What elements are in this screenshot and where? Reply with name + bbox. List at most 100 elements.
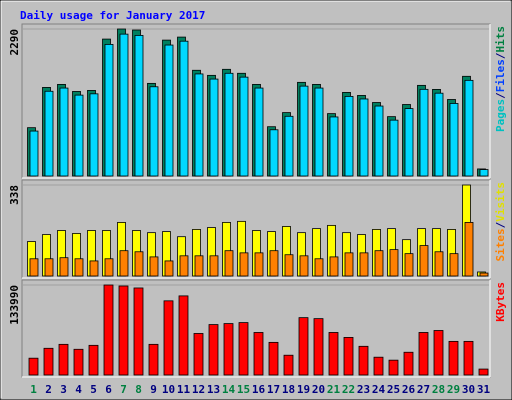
x-tick-label: 2 [45, 383, 52, 396]
x-tick-label: 7 [120, 383, 127, 396]
bar [209, 78, 219, 177]
x-tick-label: 31 [477, 383, 491, 396]
legend-entry: Pages [494, 99, 507, 132]
bar [344, 96, 354, 177]
bar [239, 76, 249, 177]
bar [119, 250, 129, 277]
bar [89, 260, 99, 277]
bar [118, 285, 129, 376]
x-tick-label: 27 [417, 383, 430, 396]
bar [269, 250, 279, 277]
bar [43, 347, 54, 376]
legend-separator: / [494, 221, 507, 228]
x-tick-label: 20 [312, 383, 325, 396]
x-tick-label: 30 [462, 383, 475, 396]
bar [103, 284, 114, 376]
x-tick-label: 12 [192, 383, 205, 396]
bar [58, 343, 69, 376]
bar [479, 169, 489, 177]
bar [268, 341, 279, 376]
bar [44, 258, 54, 277]
bar [434, 92, 444, 177]
bar [179, 255, 189, 277]
bar [164, 44, 174, 177]
x-tick-label: 5 [90, 383, 97, 396]
x-tick-label: 21 [327, 383, 341, 396]
bar [178, 295, 189, 376]
bar [404, 253, 414, 277]
bar [59, 257, 69, 277]
bar [74, 258, 84, 277]
x-tick-label: 3 [60, 383, 67, 396]
bar [299, 85, 309, 177]
x-tick-label: 1 [30, 383, 37, 396]
bar [104, 258, 114, 277]
x-tick-label: 25 [387, 383, 400, 396]
x-tick-label: 17 [267, 383, 280, 396]
bar [389, 249, 399, 277]
bar [343, 337, 354, 376]
bar [374, 105, 384, 177]
bar [359, 98, 369, 177]
bar [254, 252, 264, 277]
bar [329, 256, 339, 277]
bar [224, 250, 234, 277]
y-tick-label: 2290 [8, 29, 21, 56]
bar [223, 323, 234, 376]
bar [478, 368, 489, 376]
bar [359, 252, 369, 277]
bar [449, 253, 459, 277]
bar [314, 87, 324, 177]
bar [434, 251, 444, 277]
bar [373, 356, 384, 376]
bar [29, 258, 39, 277]
bar [149, 86, 159, 177]
bar [209, 255, 219, 277]
bar [104, 44, 114, 177]
x-tick-label: 19 [297, 383, 310, 396]
bar [44, 90, 54, 177]
bar [194, 73, 204, 177]
bar [449, 103, 459, 177]
x-tick-label: 22 [342, 383, 355, 396]
bar [419, 245, 429, 277]
bar [328, 332, 339, 376]
bar [134, 35, 144, 177]
bar [314, 258, 324, 277]
bar [29, 130, 39, 177]
bar [193, 333, 204, 376]
bar [298, 317, 309, 376]
bar [253, 332, 264, 376]
bar [463, 340, 474, 376]
x-tick-label: 10 [162, 383, 175, 396]
bar [119, 33, 129, 177]
bar [404, 108, 414, 177]
bar [269, 129, 279, 177]
x-tick-label: 28 [432, 383, 445, 396]
bar [313, 318, 324, 376]
bar [329, 116, 339, 177]
bar [28, 357, 39, 376]
bar [88, 344, 99, 376]
bar [464, 79, 474, 177]
bar [208, 324, 219, 376]
bar [59, 87, 69, 177]
x-tick-label: 6 [105, 383, 112, 396]
bar [344, 252, 354, 277]
bar [464, 222, 474, 277]
chart-title: Daily usage for January 2017 [20, 9, 205, 22]
x-tick-label: 16 [252, 383, 266, 396]
bar [194, 255, 204, 277]
bar [164, 260, 174, 277]
y-tick-label: 133990 [8, 285, 21, 325]
bar [89, 93, 99, 177]
x-tick-label: 13 [207, 383, 220, 396]
x-tick-label: 9 [150, 383, 157, 396]
legend: KBytes [494, 282, 507, 322]
legend: Pages/Files/Hits [494, 26, 507, 132]
bar [283, 354, 294, 376]
x-tick-label: 11 [177, 383, 191, 396]
bar [388, 359, 399, 376]
bar [134, 251, 144, 277]
